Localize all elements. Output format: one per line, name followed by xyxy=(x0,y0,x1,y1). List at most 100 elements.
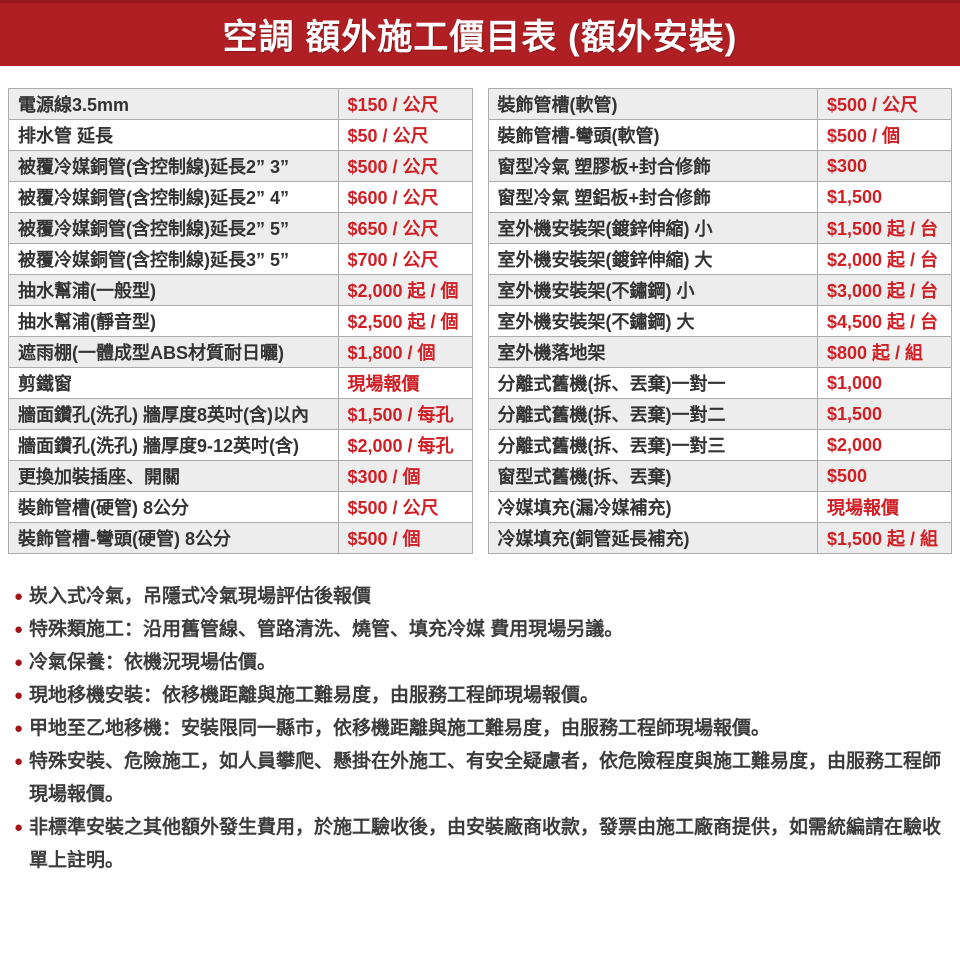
item-price: $1,500 起 / 台 xyxy=(817,212,952,244)
item-price: 現場報價 xyxy=(337,367,473,399)
item-label: 抽水幫浦(一般型) xyxy=(8,274,339,306)
item-label: 分離式舊機(拆、丟棄)一對一 xyxy=(487,367,818,399)
item-price: $150 / 公尺 xyxy=(337,88,473,120)
table-row: 排水管 延長 $50 / 公尺 xyxy=(8,119,473,151)
item-price: $4,500 起 / 台 xyxy=(817,305,952,337)
bullet-icon: ● xyxy=(14,621,24,638)
note-item: ● 崁入式冷氣，吊隱式冷氣現場評估後報價 xyxy=(14,580,944,613)
note-item: ● 甲地至乙地移機：安裝限同一縣市，依移機距離與施工難易度，由服務工程師現場報價。 xyxy=(14,712,944,745)
bullet-icon: ● xyxy=(14,654,24,671)
table-row: 電源線3.5mm $150 / 公尺 xyxy=(8,88,473,120)
item-price: $2,000 起 / 台 xyxy=(817,243,952,275)
table-row: 裝飾管槽(軟管) $500 / 公尺 xyxy=(487,88,952,120)
item-label: 被覆冷媒銅管(含控制線)延長2” 5” xyxy=(8,212,339,244)
table-row: 分離式舊機(拆、丟棄)一對一 $1,000 xyxy=(487,367,952,399)
table-row: 冷媒填充(漏冷媒補充) 現場報價 xyxy=(487,491,952,523)
note-item: ● 特殊安裝、危險施工，如人員攀爬、懸掛在外施工、有安全疑慮者，依危險程度與施工難… xyxy=(14,745,944,811)
item-price: $2,000 xyxy=(817,429,952,461)
item-label: 室外機安裝架(鍍鋅伸縮) 小 xyxy=(487,212,818,244)
item-label: 裝飾管槽-彎頭(硬管) 8公分 xyxy=(8,522,339,554)
table-row: 室外機安裝架(不鏽鋼) 小 $3,000 起 / 台 xyxy=(487,274,952,306)
price-tables: 電源線3.5mm $150 / 公尺 排水管 延長 $50 / 公尺 被覆冷媒銅管(… xyxy=(0,88,960,554)
item-label: 抽水幫浦(靜音型) xyxy=(8,305,339,337)
table-row: 牆面鑽孔(洗孔) 牆厚度9-12英吋(含) $2,000 / 每孔 xyxy=(8,429,473,461)
item-price: $50 / 公尺 xyxy=(337,119,473,151)
note-text: 現地移機安裝：依移機距離與施工難易度，由服務工程師現場報價。 xyxy=(29,685,600,706)
item-price: $2,000 / 每孔 xyxy=(337,429,473,461)
item-label: 剪鐵窗 xyxy=(8,367,339,399)
item-label: 遮雨棚(一體成型ABS材質耐日曬) xyxy=(8,336,339,368)
table-row: 室外機安裝架(不鏽鋼) 大 $4,500 起 / 台 xyxy=(487,305,952,337)
item-price: $1,500 / 每孔 xyxy=(337,398,473,430)
item-label: 室外機安裝架(鍍鋅伸縮) 大 xyxy=(487,243,818,275)
item-price: $1,500 xyxy=(817,181,952,213)
item-label: 被覆冷媒銅管(含控制線)延長2” 3” xyxy=(8,150,339,182)
table-row: 被覆冷媒銅管(含控制線)延長2” 5” $650 / 公尺 xyxy=(8,212,473,244)
item-label: 更換加裝插座、開關 xyxy=(8,460,339,492)
item-price: $800 起 / 組 xyxy=(817,336,952,368)
item-price: $2,500 起 / 個 xyxy=(337,305,473,337)
table-row: 遮雨棚(一體成型ABS材質耐日曬) $1,800 / 個 xyxy=(8,336,473,368)
title-banner: 空調 額外施工價目表 (額外安裝) xyxy=(0,0,960,66)
table-row: 冷媒填充(銅管延長補充) $1,500 起 / 組 xyxy=(487,522,952,554)
table-row: 室外機安裝架(鍍鋅伸縮) 小 $1,500 起 / 台 xyxy=(487,212,952,244)
price-table-right: 裝飾管槽(軟管) $500 / 公尺 裝飾管槽-彎頭(軟管) $500 / 個 窗型… xyxy=(487,88,952,554)
item-label: 被覆冷媒銅管(含控制線)延長2” 4” xyxy=(8,181,339,213)
item-label: 牆面鑽孔(洗孔) 牆厚度8英吋(含)以內 xyxy=(8,398,339,430)
note-text: 特殊安裝、危險施工，如人員攀爬、懸掛在外施工、有安全疑慮者，依危險程度與施工難易… xyxy=(29,751,942,805)
item-price: $300 / 個 xyxy=(337,460,473,492)
item-price: $500 / 個 xyxy=(337,522,473,554)
item-price: $300 xyxy=(817,150,952,182)
table-row: 剪鐵窗 現場報價 xyxy=(8,367,473,399)
item-label: 窗型冷氣 塑鋁板+封合修飾 xyxy=(487,181,818,213)
item-label: 分離式舊機(拆、丟棄)一對三 xyxy=(487,429,818,461)
item-label: 室外機安裝架(不鏽鋼) 小 xyxy=(487,274,818,306)
item-label: 室外機落地架 xyxy=(487,336,818,368)
item-label: 牆面鑽孔(洗孔) 牆厚度9-12英吋(含) xyxy=(8,429,339,461)
item-price: $1,500 xyxy=(817,398,952,430)
table-row: 抽水幫浦(靜音型) $2,500 起 / 個 xyxy=(8,305,473,337)
item-label: 冷媒填充(漏冷媒補充) xyxy=(487,491,818,523)
item-label: 裝飾管槽(軟管) xyxy=(487,88,818,120)
item-label: 室外機安裝架(不鏽鋼) 大 xyxy=(487,305,818,337)
note-text: 特殊類施工：沿用舊管線、管路清洗、燒管、填充冷媒 費用現場另議。 xyxy=(29,619,624,640)
note-text: 非標準安裝之其他額外發生費用，於施工驗收後，由安裝廠商收款，發票由施工廠商提供，… xyxy=(29,817,942,871)
table-row: 室外機落地架 $800 起 / 組 xyxy=(487,336,952,368)
table-row: 分離式舊機(拆、丟棄)一對二 $1,500 xyxy=(487,398,952,430)
table-row: 分離式舊機(拆、丟棄)一對三 $2,000 xyxy=(487,429,952,461)
item-price: $600 / 公尺 xyxy=(337,181,473,213)
table-row: 更換加裝插座、開關 $300 / 個 xyxy=(8,460,473,492)
item-price: $500 / 公尺 xyxy=(337,491,473,523)
table-row: 被覆冷媒銅管(含控制線)延長3” 5” $700 / 公尺 xyxy=(8,243,473,275)
table-row: 裝飾管槽-彎頭(硬管) 8公分 $500 / 個 xyxy=(8,522,473,554)
note-text: 崁入式冷氣，吊隱式冷氣現場評估後報價 xyxy=(29,586,372,607)
item-label: 分離式舊機(拆、丟棄)一對二 xyxy=(487,398,818,430)
item-price: $1,000 xyxy=(817,367,952,399)
item-label: 裝飾管槽(硬管) 8公分 xyxy=(8,491,339,523)
table-row: 窗型式舊機(拆、丟棄) $500 xyxy=(487,460,952,492)
item-price: $2,000 起 / 個 xyxy=(337,274,473,306)
table-row: 裝飾管槽(硬管) 8公分 $500 / 公尺 xyxy=(8,491,473,523)
table-row: 窗型冷氣 塑膠板+封合修飾 $300 xyxy=(487,150,952,182)
item-label: 電源線3.5mm xyxy=(8,88,339,120)
item-price: 現場報價 xyxy=(817,491,952,523)
item-price: $700 / 公尺 xyxy=(337,243,473,275)
item-label: 裝飾管槽-彎頭(軟管) xyxy=(487,119,818,151)
bullet-icon: ● xyxy=(14,720,24,737)
table-row: 裝飾管槽-彎頭(軟管) $500 / 個 xyxy=(487,119,952,151)
notes-list: ● 崁入式冷氣，吊隱式冷氣現場評估後報價 ● 特殊類施工：沿用舊管線、管路清洗、燒管… xyxy=(14,580,944,877)
table-row: 抽水幫浦(一般型) $2,000 起 / 個 xyxy=(8,274,473,306)
item-label: 窗型式舊機(拆、丟棄) xyxy=(487,460,818,492)
note-text: 甲地至乙地移機：安裝限同一縣市，依移機距離與施工難易度，由服務工程師現場報價。 xyxy=(29,718,771,739)
item-label: 冷媒填充(銅管延長補充) xyxy=(487,522,818,554)
item-label: 排水管 延長 xyxy=(8,119,339,151)
item-price: $500 / 個 xyxy=(817,119,952,151)
table-row: 被覆冷媒銅管(含控制線)延長2” 3” $500 / 公尺 xyxy=(8,150,473,182)
item-price: $500 xyxy=(817,460,952,492)
item-price: $3,000 起 / 台 xyxy=(817,274,952,306)
note-item: ● 特殊類施工：沿用舊管線、管路清洗、燒管、填充冷媒 費用現場另議。 xyxy=(14,613,944,646)
bullet-icon: ● xyxy=(14,819,24,836)
item-label: 窗型冷氣 塑膠板+封合修飾 xyxy=(487,150,818,182)
item-price: $500 / 公尺 xyxy=(337,150,473,182)
table-row: 窗型冷氣 塑鋁板+封合修飾 $1,500 xyxy=(487,181,952,213)
